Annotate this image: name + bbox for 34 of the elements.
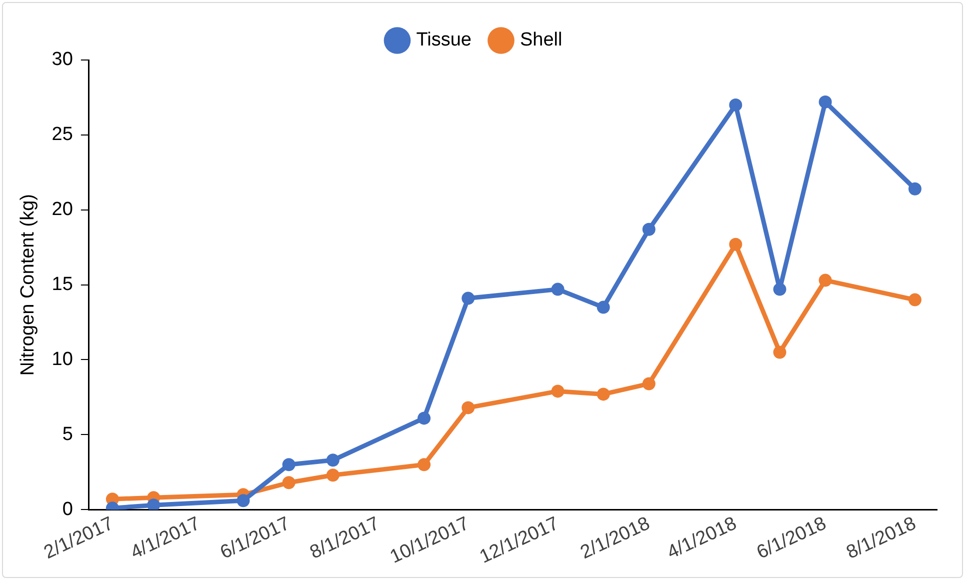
point [773,282,786,296]
point [642,222,656,236]
point [908,293,922,306]
y-axis-title: Nitrogen Content (kg) [18,194,39,376]
point [908,182,922,196]
point [773,346,786,359]
legend-label: Tissue [416,30,472,51]
point [147,498,160,510]
point [596,388,610,401]
y-tick-label: 30 [52,49,73,70]
point [551,384,564,398]
y-tick-label: 5 [62,424,73,445]
point [282,476,296,490]
point [462,292,475,305]
point [729,98,742,112]
y-tick-label: 20 [52,199,73,220]
point [418,458,431,472]
point [596,300,610,314]
point [236,494,250,508]
y-tick-label: 25 [52,124,73,146]
legend-label: Shell [520,30,562,51]
point [282,458,296,472]
point [642,377,656,390]
y-tick-label: 15 [52,274,73,296]
point [418,412,431,425]
point [462,401,475,414]
y-tick-label: 0 [62,498,73,520]
point [729,238,742,251]
point [326,468,340,482]
point [818,95,832,108]
point [551,282,564,296]
point [818,274,832,287]
point [326,454,340,467]
y-tick-label: 10 [52,348,73,370]
